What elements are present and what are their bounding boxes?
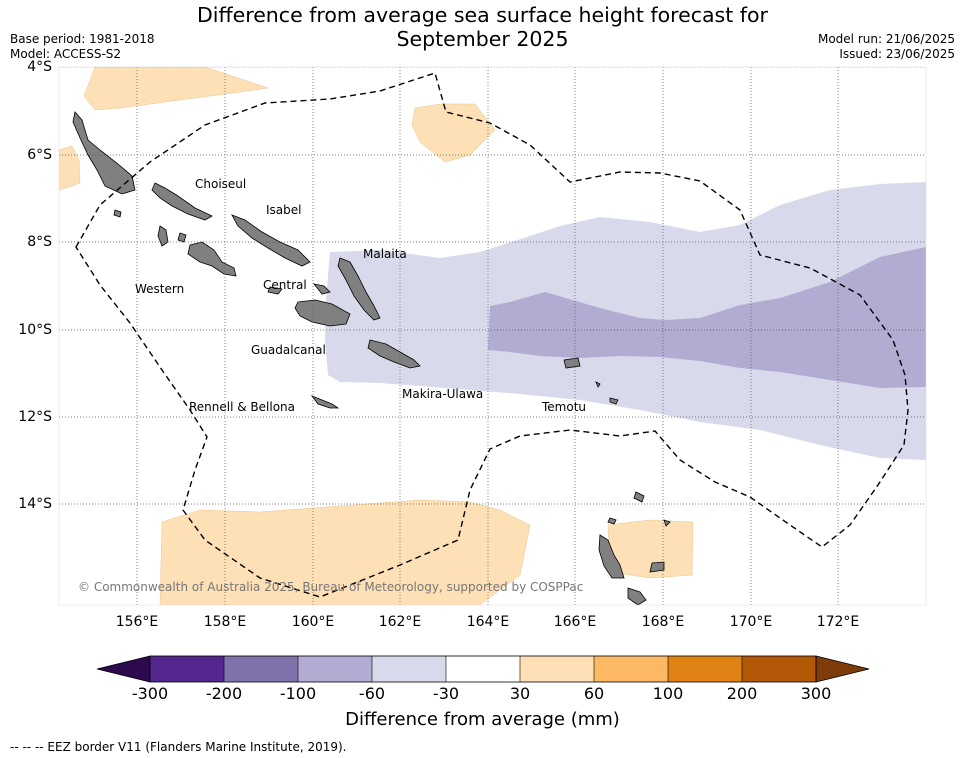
- lat-label-14s: 14°S: [18, 496, 52, 512]
- vanuatu-espiritu-santo: [598, 534, 625, 579]
- vanikoro-island: [563, 357, 581, 369]
- anomaly-orange-left-edge: [59, 145, 81, 191]
- vella-lavella: [157, 225, 169, 247]
- place-label-isabel: Isabel: [266, 203, 302, 217]
- colorbar-frame: [149, 655, 817, 683]
- lon-label-166e: 166°E: [553, 614, 597, 630]
- colorbar-tick-8: 100: [652, 684, 684, 703]
- anomaly-orange-south: [159, 499, 531, 605]
- florida-islands: [313, 283, 331, 295]
- vanuatu-ambae: [633, 491, 645, 503]
- model-name: Model: ACCESS-S2: [10, 47, 122, 61]
- colorbar-tick-5: -30: [432, 684, 460, 703]
- small-island-4: [595, 381, 601, 388]
- map-frame: [58, 66, 927, 606]
- small-island-5: [607, 517, 617, 525]
- lon-label-158e: 158°E: [203, 614, 247, 630]
- colorbar-tick-6: 30: [509, 684, 531, 703]
- colorbar-tick-7: 60: [583, 684, 605, 703]
- land-masses: [72, 111, 671, 605]
- place-label-temotu: Temotu: [542, 400, 587, 414]
- eez-legend-note: -- -- -- EEZ border V11 (Flanders Marine…: [10, 740, 347, 754]
- colorbar-dividers: [223, 656, 743, 682]
- lon-label-170e: 170°E: [729, 614, 773, 630]
- colorbar-bin-4: [372, 656, 446, 682]
- place-label-choiseul: Choiseul: [195, 177, 247, 191]
- malaita-island: [337, 257, 381, 321]
- bougainville-island: [72, 111, 136, 195]
- eez-border: [75, 72, 909, 598]
- place-label-makira-ulawa: Makira-Ulawa: [402, 387, 484, 401]
- small-island-3: [609, 397, 619, 405]
- vanuatu-efate: [627, 587, 647, 605]
- place-label-guadalcanal: Guadalcanal: [251, 343, 326, 357]
- small-island-6: [663, 519, 671, 527]
- colorbar-tick-9: 200: [726, 684, 758, 703]
- title-line-1: Difference from average sea surface heig…: [197, 3, 768, 27]
- place-label-western: Western: [135, 282, 185, 296]
- isabel-island: [231, 214, 311, 267]
- russell-islands: [267, 286, 283, 295]
- small-island-1: [113, 209, 122, 218]
- colorbar-bin-1: [150, 656, 224, 682]
- lat-label-10s: 10°S: [18, 322, 52, 338]
- rennell-island: [310, 395, 340, 409]
- colorbar-tick-3: -100: [279, 684, 317, 703]
- colorbar-bin-6: [520, 656, 594, 682]
- vanuatu-malekula: [649, 561, 665, 573]
- base-period: Base period: 1981-2018: [10, 32, 155, 46]
- lat-label-4s: 4°S: [27, 59, 52, 75]
- anomaly-mid-purple: [488, 247, 926, 388]
- lon-label-164e: 164°E: [466, 614, 510, 630]
- meta-left: Base period: 1981-2018 Model: ACCESS-S2: [10, 32, 155, 62]
- colorbar-bin-2: [224, 656, 298, 682]
- colorbar-title: Difference from average (mm): [345, 709, 620, 730]
- makira-island: [367, 339, 421, 369]
- small-island-2: [177, 232, 187, 243]
- model-run: Model run: 21/06/2025: [817, 32, 955, 46]
- lon-label-168e: 168°E: [641, 614, 685, 630]
- lon-label-160e: 160°E: [291, 614, 335, 630]
- place-label-central: Central: [263, 278, 307, 292]
- guadalcanal-island: [294, 299, 351, 327]
- place-label-rennell-bellona: Rennell & Bellona: [189, 400, 296, 414]
- lon-label-162e: 162°E: [378, 614, 422, 630]
- gridlines: [59, 67, 926, 605]
- lat-label-8s: 8°S: [27, 234, 52, 250]
- colorbar-under-triangle: [96, 655, 151, 683]
- copyright-notice: © Commonwealth of Australia 2025, Bureau…: [78, 580, 584, 594]
- anomaly-orange-top-left: [83, 67, 269, 111]
- lon-label-172e: 172°E: [816, 614, 860, 630]
- colorbar-bin-5: [446, 656, 520, 682]
- choiseul-island: [151, 182, 213, 221]
- colorbar-bin-9: [742, 656, 816, 682]
- colorbar-over-triangle: [815, 655, 870, 683]
- colorbar-bin-3: [298, 656, 372, 682]
- place-label-malaita: Malaita: [363, 247, 407, 261]
- title-line-2: September 2025: [396, 27, 569, 51]
- colorbar-tick-2: -200: [205, 684, 243, 703]
- colorbar-bin-8: [668, 656, 742, 682]
- colorbar-tick-1: -300: [131, 684, 169, 703]
- lat-label-12s: 12°S: [18, 409, 52, 425]
- colorbar-tick-4: -60: [358, 684, 386, 703]
- colorbar-tick-10: 300: [800, 684, 832, 703]
- meta-right: Model run: 21/06/2025 Issued: 23/06/2025: [818, 32, 955, 62]
- colorbar-bin-7: [594, 656, 668, 682]
- new-georgia-group: [187, 241, 237, 277]
- colorbar: [96, 655, 870, 683]
- chart-title: Difference from average sea surface heig…: [0, 3, 965, 51]
- lon-label-156e: 156°E: [115, 614, 159, 630]
- lat-label-6s: 6°S: [27, 147, 52, 163]
- map-area: [59, 67, 926, 605]
- issued-date: Issued: 23/06/2025: [839, 47, 955, 61]
